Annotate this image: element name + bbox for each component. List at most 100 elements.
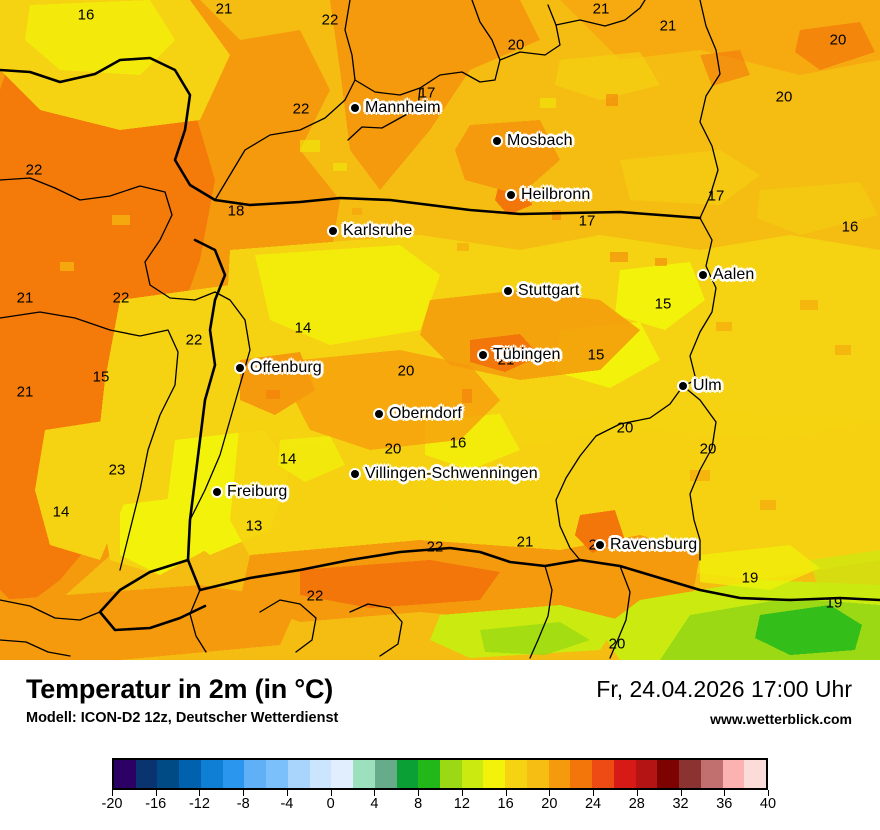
colorbar-swatch: [331, 760, 354, 788]
colorbar-swatch: [744, 760, 767, 788]
colorbar-swatch: [309, 760, 332, 788]
colorbar-tick-label: 40: [759, 796, 777, 812]
colorbar-swatch: [461, 760, 484, 788]
colorbar-tick-label: -20: [101, 796, 123, 812]
colorbar-swatch: [505, 760, 527, 788]
colorbar-swatch: [179, 760, 201, 788]
city-dot-icon: [351, 104, 359, 112]
colorbar-tick-label: -4: [280, 796, 294, 812]
chart-title: Temperatur in 2m (in °C): [26, 674, 334, 704]
colorbar-tick: [724, 790, 726, 796]
colorbar-tick: [330, 790, 332, 796]
colorbar-tick-label: 0: [326, 796, 335, 812]
colorbar-tick: [155, 790, 157, 796]
temperature-field: [0, 0, 880, 660]
city-label: Mannheim: [365, 99, 441, 116]
colorbar-swatch: [157, 760, 180, 788]
valid-datetime: Fr, 24.04.2026 17:00 Uhr: [596, 676, 852, 702]
colorbar-swatch: [613, 760, 636, 788]
colorbar-tick-label: -16: [145, 796, 167, 812]
colorbar-swatch: [657, 760, 680, 788]
city-dot-icon: [504, 287, 512, 295]
city-marker[interactable]: Villingen-Schwenningen: [351, 465, 538, 483]
city-dot-icon: [493, 137, 501, 145]
city-label: Stuttgart: [518, 282, 580, 299]
colorbar-swatch: [679, 760, 701, 788]
city-marker[interactable]: Offenburg: [236, 359, 322, 377]
colorbar-tick-label: 4: [370, 796, 379, 812]
city-marker[interactable]: Stuttgart: [504, 282, 579, 300]
colorbar-swatch: [396, 760, 419, 788]
city-dot-icon: [699, 271, 707, 279]
colorbar-tick: [768, 790, 769, 796]
city-marker[interactable]: Mosbach: [493, 132, 573, 150]
weather-map[interactable]: 16 21 22 21 21 20 20 22 17 20 22 18 17 17 16 21 22 22 14 15…: [0, 0, 880, 660]
city-marker[interactable]: Freiburg: [213, 483, 287, 501]
colorbar-swatch: [548, 760, 571, 788]
city-marker[interactable]: Ulm: [679, 377, 722, 395]
city-dot-icon: [596, 541, 604, 549]
footer-panel: Temperatur in 2m (in °C) Modell: ICON-D2…: [0, 660, 880, 830]
city-dot-icon: [375, 410, 383, 418]
city-marker[interactable]: Heilbronn: [507, 186, 590, 204]
city-marker[interactable]: Oberndorf: [375, 405, 462, 423]
city-label: Karlsruhe: [343, 222, 413, 239]
colorbar-tick: [593, 790, 595, 796]
city-label: Aalen: [713, 266, 755, 283]
colorbar-tick-label: 12: [453, 796, 470, 812]
colorbar-tick: [549, 790, 551, 796]
city-marker[interactable]: Aalen: [699, 266, 754, 284]
colorbar-tick: [418, 790, 420, 796]
city-dot-icon: [329, 227, 337, 235]
city-label: Freiburg: [227, 483, 288, 500]
colorbar-tick: [199, 790, 201, 796]
city-marker[interactable]: Karlsruhe: [329, 222, 412, 240]
colorbar-swatch: [570, 760, 593, 788]
colorbar-swatch: [222, 760, 245, 788]
city-label: Oberndorf: [389, 405, 462, 422]
city-label: Tübingen: [493, 346, 561, 363]
colorbar-swatch: [483, 760, 506, 788]
colorbar-swatch: [135, 760, 158, 788]
colorbar-tick-label: 20: [541, 796, 558, 812]
colorbar-tick: [680, 790, 682, 796]
colorbar-tick: [461, 790, 463, 796]
source-url: www.wetterblick.com: [710, 711, 852, 727]
city-marker[interactable]: Mannheim: [351, 99, 441, 117]
city-marker[interactable]: Tübingen: [479, 346, 561, 364]
city-label: Mosbach: [507, 132, 573, 149]
colorbar-swatch: [266, 760, 288, 788]
colorbar-tick-label: 36: [716, 796, 733, 812]
colorbar-swatch: [353, 760, 375, 788]
colorbar-swatch: [722, 760, 745, 788]
colorbar-labels: -20 -16 -12 -8 -4 0 4 8 12 16 20 24 28 32 36 40: [102, 796, 777, 816]
colorbar-swatch: [114, 760, 136, 788]
colorbar-swatches: [112, 758, 768, 790]
colorbar-tick-label: 28: [628, 796, 645, 812]
colorbar-swatch: [635, 760, 658, 788]
colorbar-swatch: [200, 760, 223, 788]
city-label: Offenburg: [250, 359, 322, 376]
colorbar-tick-label: 16: [497, 796, 514, 812]
colorbar-tick-label: 24: [584, 796, 602, 812]
colorbar-tick-label: 32: [672, 796, 689, 812]
city-dot-icon: [213, 488, 221, 496]
colorbar-swatch: [440, 760, 462, 788]
city-label: Ulm: [693, 377, 722, 394]
city-dot-icon: [507, 191, 515, 199]
colorbar-tick: [505, 790, 507, 796]
colorbar-swatch: [526, 760, 549, 788]
model-subtitle: Modell: ICON-D2 12z, Deutscher Wetterdie…: [26, 710, 339, 726]
city-label: Heilbronn: [521, 186, 591, 203]
colorbar-tick: [112, 790, 113, 796]
city-marker[interactable]: Ravensburg: [596, 536, 697, 554]
city-label: Ravensburg: [610, 536, 698, 553]
colorbar-tick: [636, 790, 638, 796]
city-dot-icon: [679, 382, 687, 390]
colorbar-swatch: [418, 760, 441, 788]
colorbar-tick: [286, 790, 288, 796]
colorbar-tick: [374, 790, 376, 796]
city-dot-icon: [351, 470, 359, 478]
city-label: Villingen-Schwenningen: [365, 465, 538, 482]
colorbar-tick: [243, 790, 245, 796]
